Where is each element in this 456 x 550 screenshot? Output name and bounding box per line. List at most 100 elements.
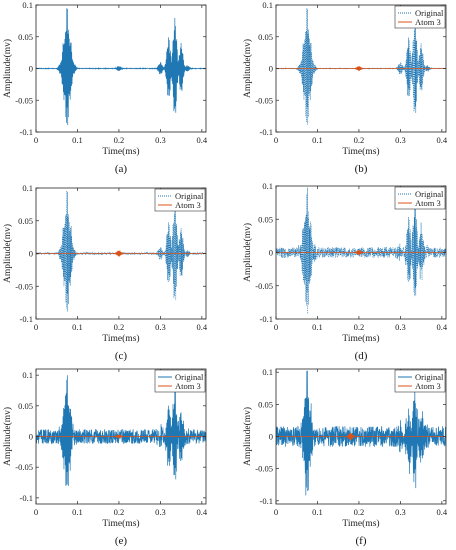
x-tick-label: 0 (274, 135, 278, 145)
y-tick-label: -0.05 (15, 462, 33, 472)
panel-label: (b) (355, 163, 368, 175)
x-tick-label: 0.3 (395, 135, 406, 145)
x-tick-label: 0 (274, 507, 278, 517)
x-tick-label: 0 (274, 322, 278, 332)
y-tick-label: -0.1 (260, 314, 273, 324)
y-tick-label: 0 (29, 432, 33, 442)
x-tick-label: 0.4 (197, 322, 208, 332)
series-line-original (276, 370, 446, 496)
y-tick-label: -0.1 (260, 127, 273, 137)
chart-panel-d: 0 0.1 0.2 0.3 0.4 -0.1 -0.05 0 0.05 0.1 Time(ms) Am… (242, 181, 448, 362)
legend-label: Atom 3 (415, 198, 441, 208)
x-tick-label: 0.1 (312, 135, 323, 145)
panel-label: (c) (115, 350, 128, 362)
y-axis-label: Amplitude(mv) (2, 407, 13, 466)
y-tick-label: 0.1 (22, 370, 33, 380)
x-tick-label: 0 (34, 135, 38, 145)
y-tick-label: 0 (29, 249, 33, 259)
legend-label: Atom 3 (415, 381, 441, 391)
x-axis-label: Time(ms) (342, 146, 379, 157)
x-tick-label: 0.2 (354, 507, 365, 517)
legend-label: Original (415, 8, 444, 18)
series-line-atom-3 (276, 433, 446, 441)
chart-panel-e: 0 0.1 0.2 0.3 0.4 -0.1 -0.05 0 0.05 0.1 Time(ms) Am… (2, 368, 208, 547)
y-tick-label: 0.05 (258, 214, 273, 224)
x-axis-label: Time(ms) (102, 518, 139, 529)
x-axis-label: Time(ms) (342, 518, 379, 529)
y-axis-label: Amplitude(mv) (2, 224, 13, 283)
y-tick-label: 0.1 (262, 181, 273, 191)
y-tick-label: 0.1 (22, 0, 33, 10)
y-tick-label: 0.05 (18, 32, 33, 42)
x-tick-label: 0.2 (354, 135, 365, 145)
x-tick-label: 0.4 (197, 507, 208, 517)
y-tick-label: -0.05 (15, 281, 33, 291)
y-axis-label: Amplitude(mv) (242, 407, 253, 466)
series-line-atom-3 (36, 250, 206, 257)
x-tick-label: 0.3 (155, 135, 166, 145)
y-tick-label: -0.05 (255, 281, 273, 291)
x-tick-label: 0.4 (437, 135, 448, 145)
panel-label: (e) (115, 535, 128, 547)
y-tick-label: 0.05 (258, 399, 273, 409)
x-tick-label: 0 (34, 507, 38, 517)
legend-label: Original (175, 372, 204, 382)
y-tick-label: 0.1 (262, 367, 273, 377)
x-tick-label: 0.1 (72, 322, 83, 332)
x-tick-label: 0.3 (155, 322, 166, 332)
plot-area (36, 8, 206, 126)
y-tick-label: -0.1 (20, 127, 33, 137)
x-axis-label: Time(ms) (102, 333, 139, 344)
panel-label: (d) (355, 350, 368, 362)
series-line-atom-3 (276, 250, 446, 256)
y-tick-label: -0.1 (20, 314, 33, 324)
legend-label: Atom 3 (175, 200, 201, 210)
x-tick-label: 0.3 (395, 322, 406, 332)
series-line-atom-3 (36, 434, 206, 439)
y-tick-label: -0.1 (260, 496, 273, 506)
plot-area (276, 8, 446, 125)
x-tick-label: 0.4 (437, 507, 448, 517)
x-tick-label: 0.4 (197, 135, 208, 145)
y-tick-label: 0 (269, 248, 273, 258)
panel-label: (f) (356, 535, 367, 547)
chart-panel-f: 0 0.1 0.2 0.3 0.4 -0.1 -0.05 0 0.05 0.1 Time(ms) Am… (242, 367, 448, 547)
y-tick-label: -0.1 (20, 493, 33, 503)
x-tick-label: 0 (34, 322, 38, 332)
y-tick-label: 0 (269, 432, 273, 442)
plot-area (36, 190, 206, 312)
series-line-original (276, 187, 446, 315)
y-tick-label: 0.1 (22, 183, 33, 193)
x-tick-label: 0.1 (72, 135, 83, 145)
series-line-original (36, 375, 206, 487)
chart-panel-b: 0 0.1 0.2 0.3 0.4 -0.1 -0.05 0 0.05 0.1 Time(ms) Am… (242, 0, 448, 175)
plot-area (276, 370, 446, 496)
y-tick-label: -0.05 (255, 95, 273, 105)
y-tick-label: 0.1 (262, 0, 273, 10)
y-axis-label: Amplitude(mv) (242, 39, 253, 98)
x-tick-label: 0.3 (395, 507, 406, 517)
x-tick-label: 0.1 (312, 322, 323, 332)
series-line-atom-3 (276, 66, 446, 72)
plot-area (36, 375, 206, 487)
x-tick-label: 0.2 (114, 322, 125, 332)
y-tick-label: 0 (29, 64, 33, 74)
legend-label: Original (175, 191, 204, 201)
x-tick-label: 0.4 (437, 322, 448, 332)
legend-label: Atom 3 (175, 381, 201, 391)
x-tick-label: 0.1 (72, 507, 83, 517)
panel-label: (a) (115, 163, 128, 175)
chart-panel-a: 0 0.1 0.2 0.3 0.4 -0.1 -0.05 0 0.05 0.1 Time(ms) Am… (2, 0, 208, 175)
y-tick-label: -0.05 (15, 95, 33, 105)
x-tick-label: 0.2 (114, 507, 125, 517)
plot-area (276, 187, 446, 315)
series-line-original (36, 8, 206, 126)
legend-label: Original (415, 189, 444, 199)
chart-panel-c: 0 0.1 0.2 0.3 0.4 -0.1 -0.05 0 0.05 0.1 Time(ms) Am… (2, 183, 208, 362)
x-tick-label: 0.1 (312, 507, 323, 517)
y-axis-label: Amplitude(mv) (242, 223, 253, 282)
